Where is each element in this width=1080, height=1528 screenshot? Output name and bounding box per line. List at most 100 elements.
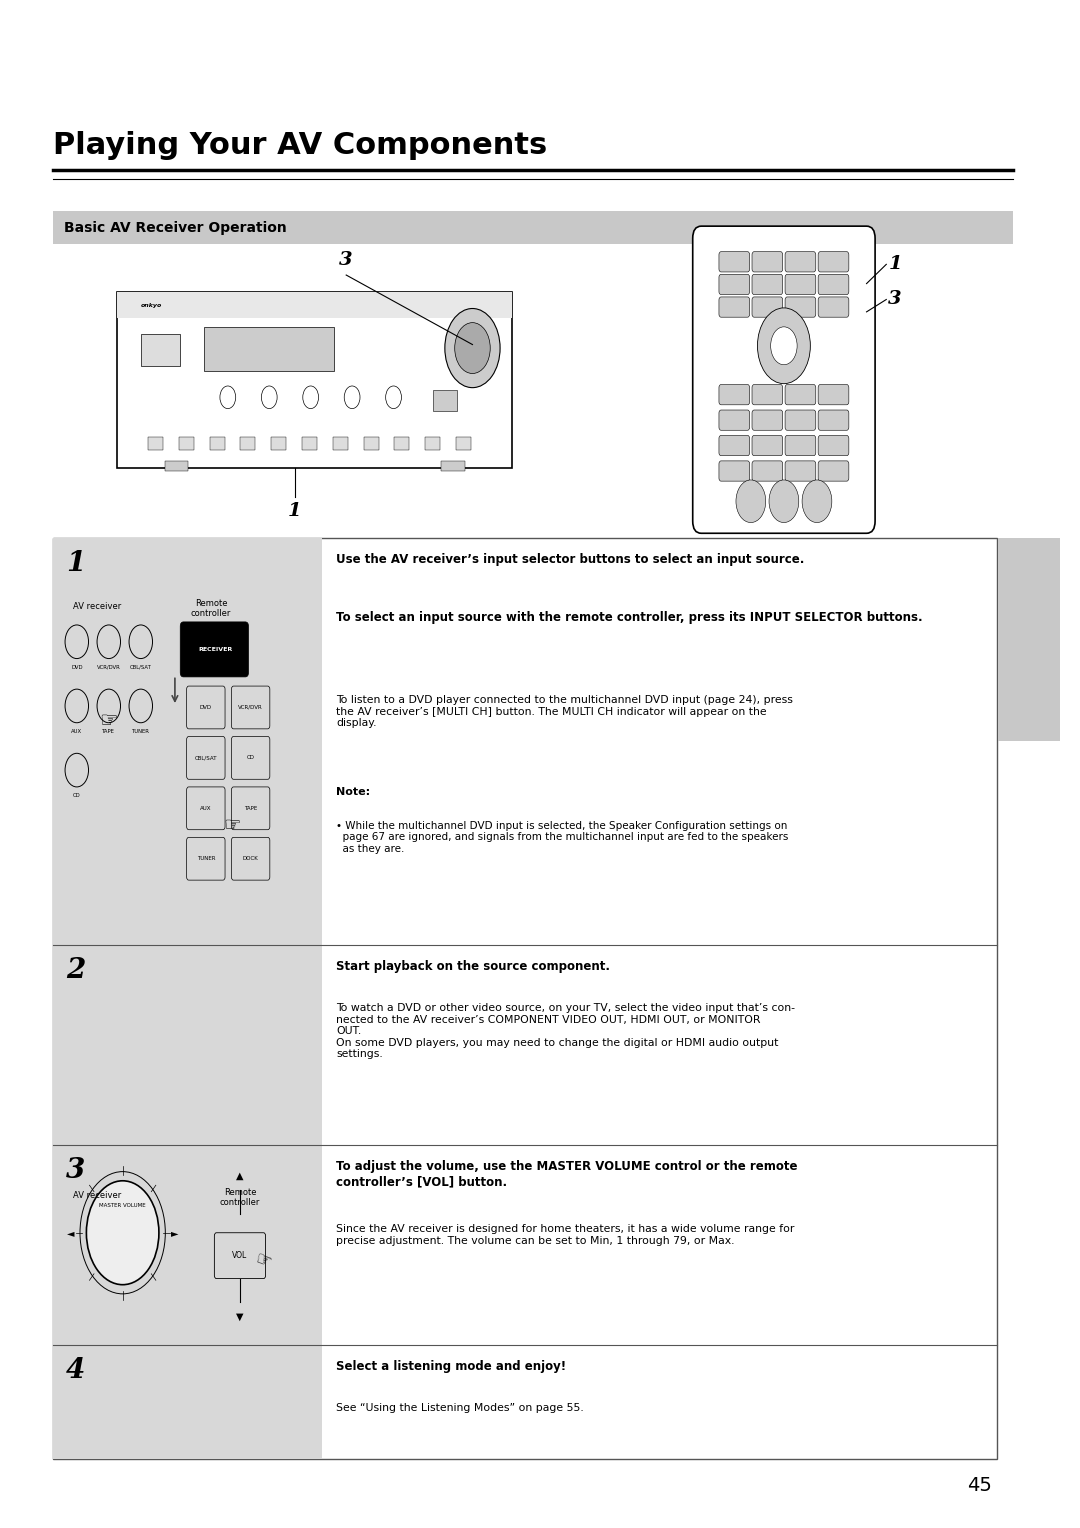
Text: ►: ► [171, 1227, 178, 1238]
Text: DOCK: DOCK [243, 856, 258, 862]
Text: To listen to a DVD player connected to the multichannel DVD input (page 24), pre: To listen to a DVD player connected to t… [336, 695, 793, 729]
Text: Basic AV Receiver Operation: Basic AV Receiver Operation [64, 220, 287, 235]
Circle shape [757, 309, 810, 384]
Text: TUNER: TUNER [197, 856, 215, 862]
FancyBboxPatch shape [180, 622, 248, 677]
Text: TUNER: TUNER [132, 729, 150, 733]
Text: Since the AV receiver is designed for home theaters, it has a wide volume range : Since the AV receiver is designed for ho… [336, 1224, 795, 1245]
FancyBboxPatch shape [692, 226, 875, 533]
FancyBboxPatch shape [752, 461, 783, 481]
FancyBboxPatch shape [441, 460, 464, 471]
Circle shape [445, 309, 500, 388]
FancyBboxPatch shape [719, 275, 750, 295]
Text: Select a listening mode and enjoy!: Select a listening mode and enjoy! [336, 1360, 566, 1374]
Text: 3: 3 [66, 1157, 85, 1184]
FancyBboxPatch shape [456, 437, 471, 451]
Text: 45: 45 [967, 1476, 991, 1494]
FancyBboxPatch shape [819, 296, 849, 318]
Text: AV receiver: AV receiver [72, 1190, 121, 1199]
Text: VOL: VOL [232, 1251, 247, 1261]
Text: 4: 4 [66, 1357, 85, 1384]
Text: onkyo: onkyo [141, 304, 162, 309]
Text: ☞: ☞ [253, 1248, 274, 1271]
Text: Remote
controller: Remote controller [191, 599, 231, 619]
Circle shape [769, 480, 799, 523]
Text: MASTER VOLUME: MASTER VOLUME [99, 1203, 146, 1209]
FancyBboxPatch shape [785, 461, 815, 481]
Text: Remote
controller: Remote controller [220, 1187, 260, 1207]
Text: CD: CD [73, 793, 81, 798]
Text: 3: 3 [889, 290, 902, 309]
Circle shape [802, 480, 832, 523]
Text: 1: 1 [889, 255, 902, 274]
FancyBboxPatch shape [785, 410, 815, 431]
Text: AUX: AUX [71, 729, 82, 733]
Circle shape [455, 322, 490, 373]
Text: See “Using the Listening Modes” on page 55.: See “Using the Listening Modes” on page … [336, 1403, 584, 1413]
FancyBboxPatch shape [719, 461, 750, 481]
Text: 3: 3 [339, 251, 353, 269]
FancyBboxPatch shape [164, 460, 188, 471]
FancyBboxPatch shape [752, 252, 783, 272]
FancyBboxPatch shape [819, 385, 849, 405]
Text: To watch a DVD or other video source, on your TV, select the video input that’s : To watch a DVD or other video source, on… [336, 1002, 795, 1059]
FancyBboxPatch shape [719, 252, 750, 272]
FancyBboxPatch shape [719, 410, 750, 431]
Text: VCR/DVR: VCR/DVR [97, 665, 121, 669]
FancyBboxPatch shape [819, 275, 849, 295]
FancyBboxPatch shape [819, 461, 849, 481]
FancyBboxPatch shape [426, 437, 441, 451]
FancyBboxPatch shape [204, 327, 335, 371]
FancyBboxPatch shape [785, 252, 815, 272]
FancyBboxPatch shape [719, 296, 750, 318]
FancyBboxPatch shape [433, 390, 457, 411]
FancyBboxPatch shape [118, 292, 512, 318]
FancyBboxPatch shape [752, 435, 783, 455]
FancyBboxPatch shape [819, 252, 849, 272]
Text: CBL/SAT: CBL/SAT [194, 755, 217, 761]
FancyBboxPatch shape [752, 296, 783, 318]
FancyBboxPatch shape [394, 437, 409, 451]
Text: 1: 1 [66, 550, 85, 578]
Text: DVD: DVD [200, 704, 212, 711]
FancyBboxPatch shape [118, 292, 512, 468]
FancyBboxPatch shape [752, 385, 783, 405]
FancyBboxPatch shape [53, 211, 1013, 244]
FancyBboxPatch shape [148, 437, 163, 451]
FancyBboxPatch shape [141, 335, 180, 365]
Text: VCR/DVR: VCR/DVR [239, 704, 264, 711]
Circle shape [86, 1181, 159, 1285]
FancyBboxPatch shape [719, 435, 750, 455]
Text: TAPE: TAPE [244, 805, 257, 811]
Text: ▼: ▼ [237, 1313, 244, 1322]
Text: ☞: ☞ [99, 711, 118, 732]
FancyBboxPatch shape [364, 437, 379, 451]
FancyBboxPatch shape [998, 538, 1061, 741]
Text: CBL/SAT: CBL/SAT [130, 665, 151, 669]
FancyBboxPatch shape [785, 435, 815, 455]
FancyBboxPatch shape [210, 437, 225, 451]
Text: TAPE: TAPE [103, 729, 116, 733]
Text: Use the AV receiver’s input selector buttons to select an input source.: Use the AV receiver’s input selector but… [336, 553, 805, 567]
Circle shape [771, 327, 797, 365]
Text: ☞: ☞ [224, 816, 241, 834]
FancyBboxPatch shape [53, 944, 322, 1144]
Text: Note:: Note: [336, 787, 370, 798]
Text: To adjust the volume, use the MASTER VOLUME control or the remote
controller’s [: To adjust the volume, use the MASTER VOL… [336, 1160, 798, 1189]
Text: To select an input source with the remote controller, press its INPUT SELECTOR b: To select an input source with the remot… [336, 611, 922, 625]
Text: • While the multichannel DVD input is selected, the Speaker Configuration settin: • While the multichannel DVD input is se… [336, 821, 788, 854]
FancyBboxPatch shape [785, 275, 815, 295]
Text: Start playback on the source component.: Start playback on the source component. [336, 960, 610, 973]
Text: AUX: AUX [200, 805, 212, 811]
FancyBboxPatch shape [179, 437, 194, 451]
FancyBboxPatch shape [271, 437, 286, 451]
FancyBboxPatch shape [819, 410, 849, 431]
FancyBboxPatch shape [785, 296, 815, 318]
Text: DVD: DVD [71, 665, 82, 669]
FancyBboxPatch shape [333, 437, 348, 451]
FancyBboxPatch shape [819, 435, 849, 455]
Text: ◄: ◄ [67, 1227, 75, 1238]
FancyBboxPatch shape [302, 437, 318, 451]
FancyBboxPatch shape [719, 385, 750, 405]
FancyBboxPatch shape [752, 410, 783, 431]
